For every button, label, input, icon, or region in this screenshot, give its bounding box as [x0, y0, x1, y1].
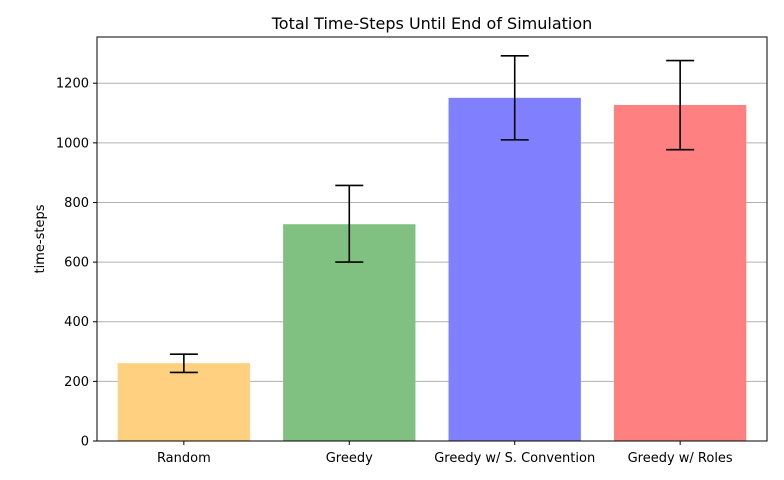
y-axis-label: time-steps [33, 204, 48, 273]
y-axis-ticks: 0 200 400 600 800 1000 1200 [56, 77, 97, 450]
y-tick-label: 600 [64, 256, 89, 271]
y-tick-label: 0 [81, 435, 89, 450]
y-tick-label: 1000 [56, 136, 89, 151]
y-tick-label: 1200 [56, 77, 89, 92]
chart-title: Total Time-Steps Until End of Simulation [271, 14, 593, 33]
y-tick-label: 200 [64, 375, 89, 390]
x-tick-label: Random [157, 451, 211, 466]
x-tick-label: Greedy w/ S. Convention [434, 451, 595, 466]
bar [448, 97, 581, 442]
x-tick-label: Greedy [326, 451, 373, 466]
plot-frame [96, 36, 768, 442]
bars [117, 97, 747, 442]
bar [613, 104, 747, 441]
x-axis-ticks: Random Greedy Greedy w/ S. Convention Greed… [157, 441, 733, 466]
x-tick-label: Greedy w/ Roles [628, 451, 733, 466]
bar [117, 363, 251, 441]
y-tick-label: 800 [64, 196, 89, 211]
error-bars [169, 54, 695, 374]
y-tick-label: 400 [64, 315, 89, 330]
